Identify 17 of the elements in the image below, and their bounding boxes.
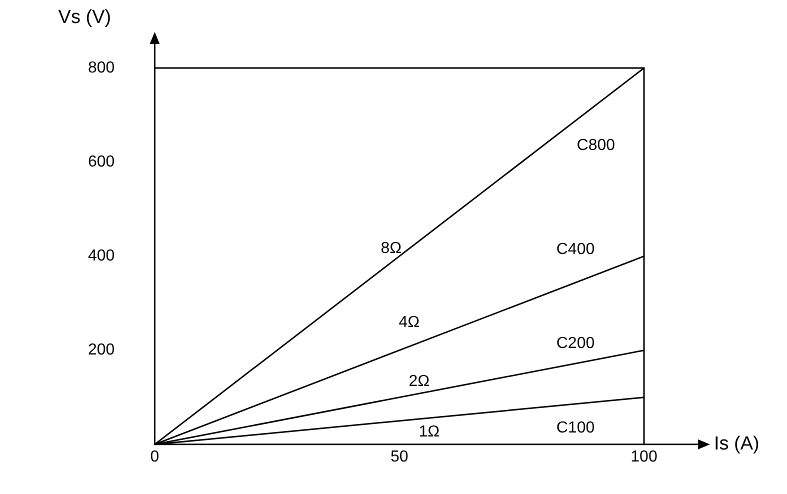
annotation: C800 <box>576 137 616 154</box>
annotation: C200 <box>556 334 595 352</box>
series-label: 4Ω <box>398 314 420 331</box>
series-label: 1Ω <box>418 423 440 440</box>
x-axis-title: Is (A) <box>714 434 760 455</box>
x-tick-label: 50 <box>390 448 408 466</box>
y-tick-label: 200 <box>88 342 115 359</box>
series-label: 8Ω <box>380 240 402 258</box>
y-tick-label: 600 <box>88 154 115 171</box>
annotation: C100 <box>556 419 595 436</box>
y-tick-label: 800 <box>88 59 115 76</box>
y-axis-title: Vs (V) <box>58 7 112 28</box>
y-tick-label: 400 <box>88 248 115 265</box>
series-label: 2Ω <box>408 372 430 390</box>
annotation: C400 <box>556 240 595 258</box>
x-tick-label: 0 <box>150 448 160 466</box>
x-tick-label: 100 <box>630 448 658 466</box>
